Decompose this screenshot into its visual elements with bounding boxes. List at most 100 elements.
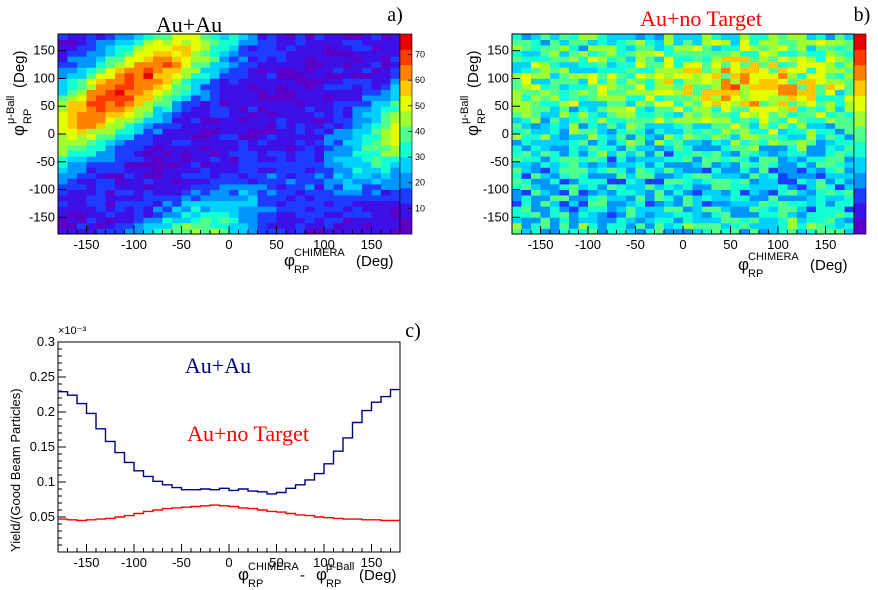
heatmap-cell <box>134 189 144 196</box>
heatmap-cell <box>844 172 855 179</box>
heatmap-cell <box>702 39 712 46</box>
heatmap-cell <box>654 56 665 63</box>
heatmap-cell <box>531 122 541 129</box>
heatmap-cell <box>816 84 826 90</box>
heatmap-cell <box>381 100 391 107</box>
heatmap-cell <box>124 56 135 63</box>
heatmap-cell <box>654 122 665 129</box>
heatmap-cell <box>200 222 211 229</box>
heatmap-cell <box>238 95 249 102</box>
heatmap-cell <box>191 200 201 207</box>
heatmap-cell <box>531 106 541 113</box>
heatmap-cell <box>105 39 116 46</box>
heatmap-cell <box>540 45 551 52</box>
heatmap-cell <box>390 195 401 202</box>
heatmap-cell <box>276 61 287 68</box>
heatmap-cell <box>333 106 344 113</box>
heatmap-cell <box>191 167 201 174</box>
heatmap-cell <box>105 128 116 135</box>
heatmap-cell <box>702 106 712 113</box>
heatmap-cell <box>162 161 173 168</box>
heatmap-cell <box>200 228 211 235</box>
heatmap-cell <box>550 189 560 196</box>
heatmap-cell <box>257 211 268 218</box>
heatmap-cell <box>381 134 391 140</box>
heatmap-cell <box>816 228 826 235</box>
heatmap-cell <box>607 189 617 196</box>
heatmap-cell <box>683 89 693 96</box>
heatmap-cell <box>521 61 532 68</box>
heatmap-cell <box>77 184 87 190</box>
heatmap-cell <box>825 156 836 163</box>
heatmap-cell <box>806 39 817 46</box>
heatmap-cell <box>219 56 230 63</box>
heatmap-cell <box>333 184 344 190</box>
heatmap-cell <box>181 34 192 40</box>
heatmap-cell <box>210 139 220 146</box>
heatmap-cell <box>721 217 731 224</box>
heatmap-cell <box>844 156 855 163</box>
heatmap-cell <box>578 89 589 96</box>
heatmap-cell <box>143 156 154 163</box>
heatmap-cell <box>740 56 750 63</box>
heatmap-cell <box>645 161 655 168</box>
heatmap-cell <box>200 50 211 57</box>
heatmap-cell <box>531 195 541 202</box>
heatmap-cell <box>673 34 684 40</box>
heatmap-cell <box>267 222 277 229</box>
panel-c-x-label-b-main: φ <box>316 565 327 584</box>
heatmap-cell <box>654 67 665 74</box>
heatmap-cell <box>96 200 106 207</box>
heatmap-cell <box>238 228 249 235</box>
heatmap-cell <box>305 150 315 157</box>
heatmap-cell <box>124 195 135 202</box>
heatmap-cell <box>238 200 249 207</box>
heatmap-cell <box>607 89 617 96</box>
heatmap-cell <box>749 172 760 179</box>
heatmap-cell <box>181 222 192 229</box>
heatmap-cell <box>124 89 135 96</box>
heatmap-cell <box>96 128 106 135</box>
heatmap-cell <box>749 56 760 63</box>
y-tick-label: 100 <box>33 70 55 85</box>
heatmap-cell <box>352 161 363 168</box>
heatmap-cell <box>248 61 258 68</box>
x-tick-label: 150 <box>361 237 383 252</box>
heatmap-cell <box>540 145 551 152</box>
x-tick-label: 100 <box>313 555 335 570</box>
heatmap-cell <box>825 89 836 96</box>
heatmap-cell <box>759 200 769 207</box>
heatmap-cell <box>550 161 560 168</box>
heatmap-cell <box>825 84 836 90</box>
heatmap-cell <box>333 50 344 57</box>
heatmap-cell <box>645 106 655 113</box>
heatmap-cell <box>588 72 598 79</box>
heatmap-cell <box>229 228 239 235</box>
heatmap-cell <box>569 117 579 124</box>
heatmap-cell <box>531 178 541 185</box>
heatmap-cell <box>86 178 97 185</box>
heatmap-cell <box>749 122 760 129</box>
heatmap-cell <box>67 67 78 74</box>
heatmap-cell <box>616 156 627 163</box>
heatmap-cell <box>825 206 836 213</box>
heatmap-cell <box>172 217 182 224</box>
heatmap-cell <box>248 150 258 157</box>
heatmap-cell <box>381 150 391 157</box>
heatmap-cell <box>276 95 287 102</box>
heatmap-cell <box>778 95 788 102</box>
heatmap-cell <box>343 89 353 96</box>
heatmap-cell <box>759 72 769 79</box>
heatmap-cell <box>626 67 636 74</box>
heatmap-cell <box>702 145 712 152</box>
heatmap-cell <box>787 106 798 113</box>
heatmap-cell <box>219 106 230 113</box>
heatmap-cell <box>559 111 570 118</box>
heatmap-cell <box>267 150 277 157</box>
heatmap-cell <box>778 100 788 107</box>
heatmap-cell <box>787 161 798 168</box>
heatmap-cell <box>86 61 97 68</box>
heatmap-cell <box>711 189 722 196</box>
heatmap-cell <box>540 150 551 157</box>
heatmap-cell <box>295 178 306 185</box>
